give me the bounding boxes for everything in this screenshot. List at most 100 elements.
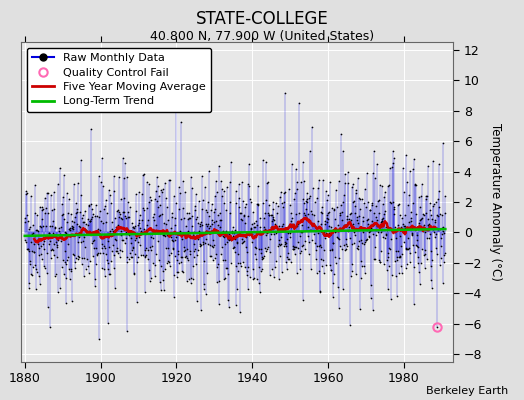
Point xyxy=(253,201,261,207)
Point xyxy=(261,158,270,165)
Point xyxy=(130,270,139,276)
Point xyxy=(233,239,241,245)
Point xyxy=(324,216,332,222)
Point xyxy=(392,234,400,241)
Point xyxy=(255,228,264,234)
Point xyxy=(85,257,94,264)
Point xyxy=(289,246,297,252)
Point xyxy=(73,180,82,186)
Point xyxy=(79,218,87,225)
Point xyxy=(91,283,99,289)
Point xyxy=(216,216,224,223)
Point xyxy=(401,151,410,158)
Point xyxy=(395,254,403,260)
Point xyxy=(372,221,380,228)
Point xyxy=(59,270,68,277)
Point xyxy=(40,238,48,244)
Point xyxy=(346,273,355,280)
Point xyxy=(60,259,69,266)
Point xyxy=(388,226,396,233)
Point xyxy=(425,235,433,241)
Point xyxy=(374,222,382,228)
Point xyxy=(212,251,221,257)
Point xyxy=(327,224,335,231)
Point xyxy=(30,182,39,188)
Point xyxy=(89,238,97,244)
Point xyxy=(418,246,427,252)
Point xyxy=(410,156,419,162)
Point xyxy=(349,199,357,205)
Point xyxy=(144,255,152,262)
Point xyxy=(39,241,47,247)
Point xyxy=(41,234,50,241)
Point xyxy=(122,215,130,221)
Point xyxy=(410,264,418,270)
Point xyxy=(100,206,108,213)
Point xyxy=(96,179,105,186)
Point xyxy=(422,196,430,203)
Point xyxy=(287,218,296,224)
Point xyxy=(192,298,201,304)
Point xyxy=(282,240,291,246)
Point xyxy=(359,262,368,269)
Point xyxy=(193,236,202,242)
Point xyxy=(411,242,420,248)
Point xyxy=(54,227,63,234)
Point xyxy=(146,278,154,284)
Point xyxy=(28,272,36,278)
Point xyxy=(416,217,424,224)
Point xyxy=(21,191,30,197)
Point xyxy=(68,222,77,229)
Point xyxy=(256,289,265,296)
Point xyxy=(393,254,401,260)
Point xyxy=(428,256,436,263)
Point xyxy=(38,204,46,210)
Point xyxy=(377,248,385,254)
Point xyxy=(398,270,406,277)
Point xyxy=(176,190,184,196)
Point xyxy=(169,294,178,300)
Point xyxy=(406,249,414,256)
Point xyxy=(323,212,332,218)
Point xyxy=(181,253,190,259)
Point xyxy=(36,223,44,229)
Point xyxy=(365,229,374,236)
Point xyxy=(69,250,77,257)
Point xyxy=(143,179,151,186)
Point xyxy=(170,193,178,199)
Point xyxy=(278,200,286,207)
Point xyxy=(392,293,401,299)
Point xyxy=(223,265,231,271)
Point xyxy=(214,231,222,238)
Point xyxy=(172,200,180,206)
Point xyxy=(422,256,431,262)
Point xyxy=(42,222,50,229)
Point xyxy=(294,219,303,226)
Point xyxy=(185,276,193,282)
Point xyxy=(339,286,347,292)
Point xyxy=(421,251,429,258)
Point xyxy=(239,212,248,219)
Point xyxy=(378,183,387,189)
Point xyxy=(372,214,380,220)
Point xyxy=(376,219,385,225)
Point xyxy=(181,254,189,260)
Point xyxy=(233,286,241,292)
Point xyxy=(373,217,381,223)
Point xyxy=(293,186,301,192)
Point xyxy=(344,216,353,222)
Point xyxy=(373,161,381,168)
Point xyxy=(113,247,121,254)
Point xyxy=(425,207,434,213)
Point xyxy=(352,187,360,193)
Point xyxy=(211,255,219,261)
Point xyxy=(323,218,331,225)
Point xyxy=(398,214,407,221)
Point xyxy=(294,220,302,227)
Point xyxy=(118,216,126,222)
Point xyxy=(115,209,123,215)
Point xyxy=(221,275,230,281)
Point xyxy=(311,198,320,205)
Point xyxy=(236,216,245,222)
Point xyxy=(173,274,181,281)
